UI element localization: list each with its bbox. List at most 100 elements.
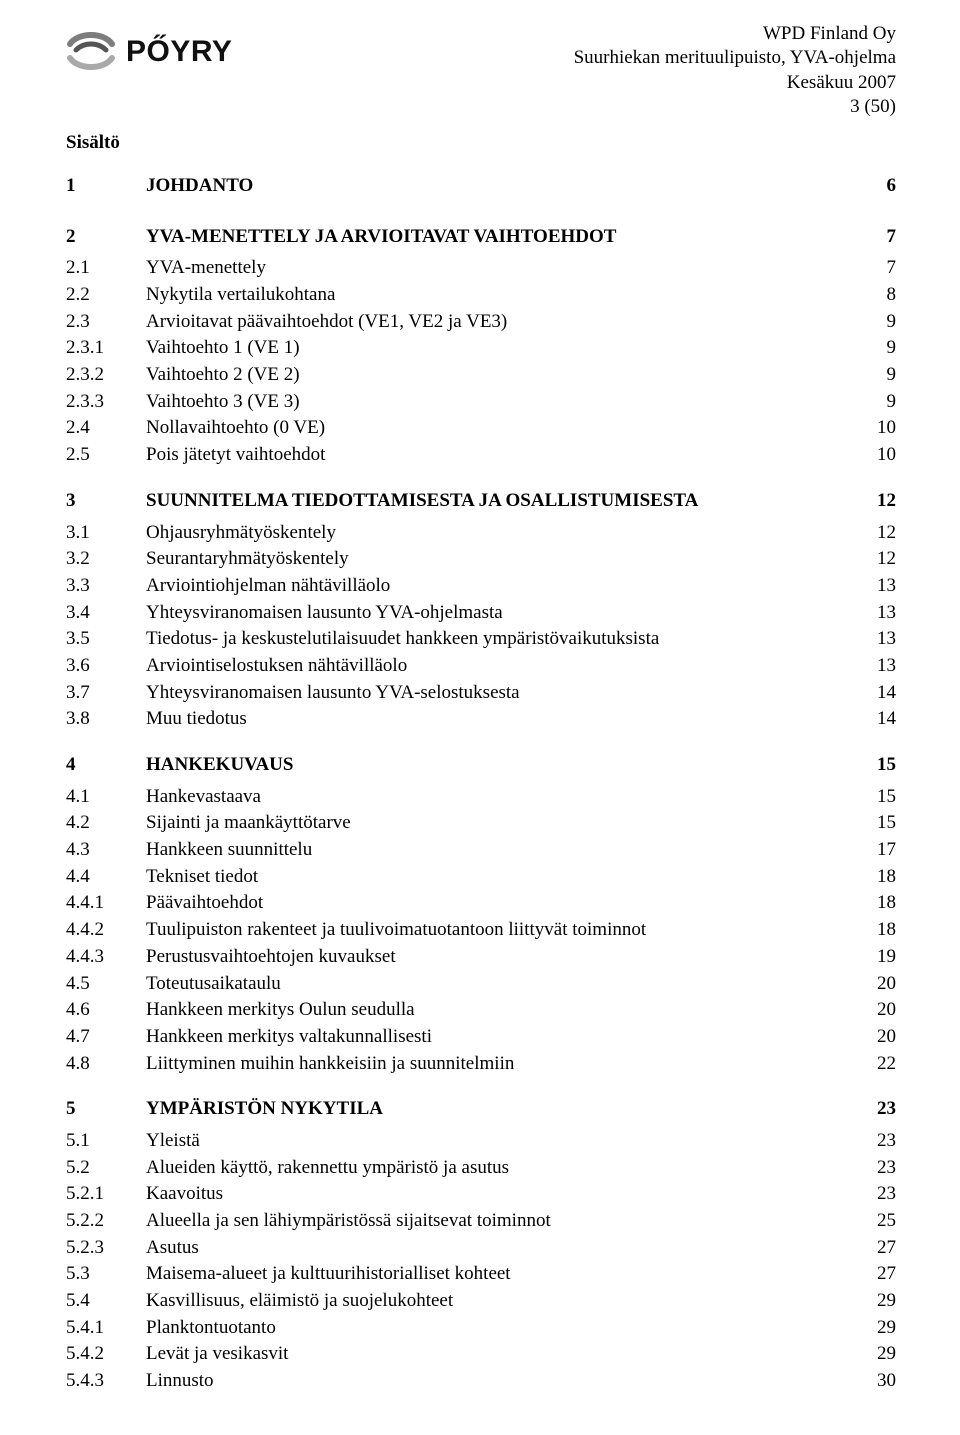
toc-title: Vaihtoehto 3 (VE 3)	[146, 390, 866, 415]
toc-number: 3.6	[66, 654, 146, 679]
toc-number: 5.3	[66, 1262, 146, 1287]
toc-page: 29	[866, 1289, 896, 1314]
toc-row: 5.2.3Asutus27	[66, 1235, 896, 1262]
toc-row: 4.1Hankevastaava15	[66, 784, 896, 811]
header-date: Kesäkuu 2007	[574, 71, 896, 95]
toc-number: 4.8	[66, 1052, 146, 1077]
toc-number: 4.3	[66, 838, 146, 863]
toc-row: 2.4Nollavaihtoehto (0 VE)10	[66, 415, 896, 442]
swirl-icon	[66, 30, 116, 72]
toc-number: 5.2	[66, 1156, 146, 1181]
toc-row: 4.6Hankkeen merkitys Oulun seudulla20	[66, 997, 896, 1024]
toc-number: 3.3	[66, 574, 146, 599]
toc-number: 2.5	[66, 443, 146, 468]
toc-number: 4.4.1	[66, 891, 146, 916]
toc-number: 5.2.3	[66, 1236, 146, 1261]
toc-row: 5.3Maisema-alueet ja kulttuurihistoriall…	[66, 1261, 896, 1288]
toc-row: 5.2.1Kaavoitus23	[66, 1181, 896, 1208]
toc-title: Yhteysviranomaisen lausunto YVA-selostuk…	[146, 681, 866, 706]
toc-row: 2.1YVA-menettely7	[66, 255, 896, 282]
toc-row: 4.7Hankkeen merkitys valtakunnallisesti2…	[66, 1024, 896, 1051]
toc-page: 9	[866, 310, 896, 335]
toc-row: 5.1Yleistä23	[66, 1128, 896, 1155]
toc-title: Kasvillisuus, eläimistö ja suojelukohtee…	[146, 1289, 866, 1314]
toc-row: 4.4.2Tuulipuiston rakenteet ja tuulivoim…	[66, 917, 896, 944]
toc-title: Päävaihtoehdot	[146, 891, 866, 916]
toc-page: 13	[866, 627, 896, 652]
toc-number: 4.2	[66, 811, 146, 836]
toc-row: 3.6Arviointiselostuksen nähtävilläolo13	[66, 653, 896, 680]
toc-row: 2.3.2Vaihtoehto 2 (VE 2)9	[66, 362, 896, 389]
toc-page: 9	[866, 390, 896, 415]
toc-page: 19	[866, 945, 896, 970]
toc-page: 23	[866, 1182, 896, 1207]
toc-number: 3.7	[66, 681, 146, 706]
toc-row: 5.2Alueiden käyttö, rakennettu ympäristö…	[66, 1155, 896, 1182]
toc-title: Muu tiedotus	[146, 707, 866, 732]
toc-number: 5.2.2	[66, 1209, 146, 1234]
toc-title: Vaihtoehto 1 (VE 1)	[146, 336, 866, 361]
toc-row: 2.5Pois jätetyt vaihtoehdot10	[66, 442, 896, 469]
toc-page: 7	[866, 225, 896, 250]
toc-page: 30	[866, 1369, 896, 1394]
brand-name: PŐYRY	[126, 32, 232, 71]
toc-title: Tuulipuiston rakenteet ja tuulivoimatuot…	[146, 918, 866, 943]
toc-row: 3.3Arviointiohjelman nähtävilläolo13	[66, 573, 896, 600]
toc-number: 5.4	[66, 1289, 146, 1314]
toc-number: 2	[66, 225, 146, 250]
toc-row: 4.5Toteutusaikataulu20	[66, 971, 896, 998]
toc-number: 5.4.1	[66, 1316, 146, 1341]
toc-page: 20	[866, 1025, 896, 1050]
toc-number: 4.4.3	[66, 945, 146, 970]
toc-number: 3.8	[66, 707, 146, 732]
brand-logo: PŐYRY	[66, 22, 232, 72]
toc-title: Linnusto	[146, 1369, 866, 1394]
toc-title: Tiedotus- ja keskustelutilaisuudet hankk…	[146, 627, 866, 652]
toc-page: 13	[866, 574, 896, 599]
toc-title: HANKEKUVAUS	[146, 753, 866, 778]
toc-title: Seurantaryhmätyöskentely	[146, 547, 866, 572]
toc-number: 2.3	[66, 310, 146, 335]
toc-number: 5	[66, 1097, 146, 1122]
toc-title: Vaihtoehto 2 (VE 2)	[146, 363, 866, 388]
toc-number: 4.4	[66, 865, 146, 890]
toc-page: 10	[866, 416, 896, 441]
toc-title: Hankkeen merkitys valtakunnallisesti	[146, 1025, 866, 1050]
toc-page: 20	[866, 972, 896, 997]
toc-title: Hankkeen merkitys Oulun seudulla	[146, 998, 866, 1023]
toc-page: 29	[866, 1316, 896, 1341]
toc-row: 5YMPÄRISTÖN NYKYTILA23	[66, 1077, 896, 1128]
toc-page: 29	[866, 1342, 896, 1367]
toc-row: 4.8Liittyminen muihin hankkeisiin ja suu…	[66, 1051, 896, 1078]
toc-page: 17	[866, 838, 896, 863]
toc-title: SUUNNITELMA TIEDOTTAMISESTA JA OSALLISTU…	[146, 489, 866, 514]
toc-title: Planktontuotanto	[146, 1316, 866, 1341]
toc-title: Ohjausryhmätyöskentely	[146, 521, 866, 546]
toc-page: 13	[866, 601, 896, 626]
header-page-number: 3 (50)	[574, 95, 896, 119]
toc-row: 3.7Yhteysviranomaisen lausunto YVA-selos…	[66, 680, 896, 707]
toc-number: 5.2.1	[66, 1182, 146, 1207]
toc-title: Toteutusaikataulu	[146, 972, 866, 997]
toc-row: 4.4Tekniset tiedot18	[66, 864, 896, 891]
toc-page: 15	[866, 753, 896, 778]
toc-row: 3.2Seurantaryhmätyöskentely12	[66, 546, 896, 573]
toc-page: 18	[866, 865, 896, 890]
toc-page: 14	[866, 681, 896, 706]
toc-number: 2.4	[66, 416, 146, 441]
toc-row: 4.4.1Päävaihtoehdot18	[66, 890, 896, 917]
table-of-contents: 1JOHDANTO62YVA-MENETTELY JA ARVIOITAVAT …	[66, 174, 896, 1395]
toc-title: Alueiden käyttö, rakennettu ympäristö ja…	[146, 1156, 866, 1181]
toc-page: 18	[866, 918, 896, 943]
toc-number: 3.2	[66, 547, 146, 572]
toc-title: Yleistä	[146, 1129, 866, 1154]
toc-number: 3.5	[66, 627, 146, 652]
toc-row: 2.3.3Vaihtoehto 3 (VE 3)9	[66, 389, 896, 416]
toc-title: Liittyminen muihin hankkeisiin ja suunni…	[146, 1052, 866, 1077]
toc-page: 23	[866, 1156, 896, 1181]
toc-number: 3.4	[66, 601, 146, 626]
toc-number: 1	[66, 174, 146, 199]
toc-number: 4.6	[66, 998, 146, 1023]
toc-page: 20	[866, 998, 896, 1023]
toc-row: 3.1Ohjausryhmätyöskentely12	[66, 520, 896, 547]
